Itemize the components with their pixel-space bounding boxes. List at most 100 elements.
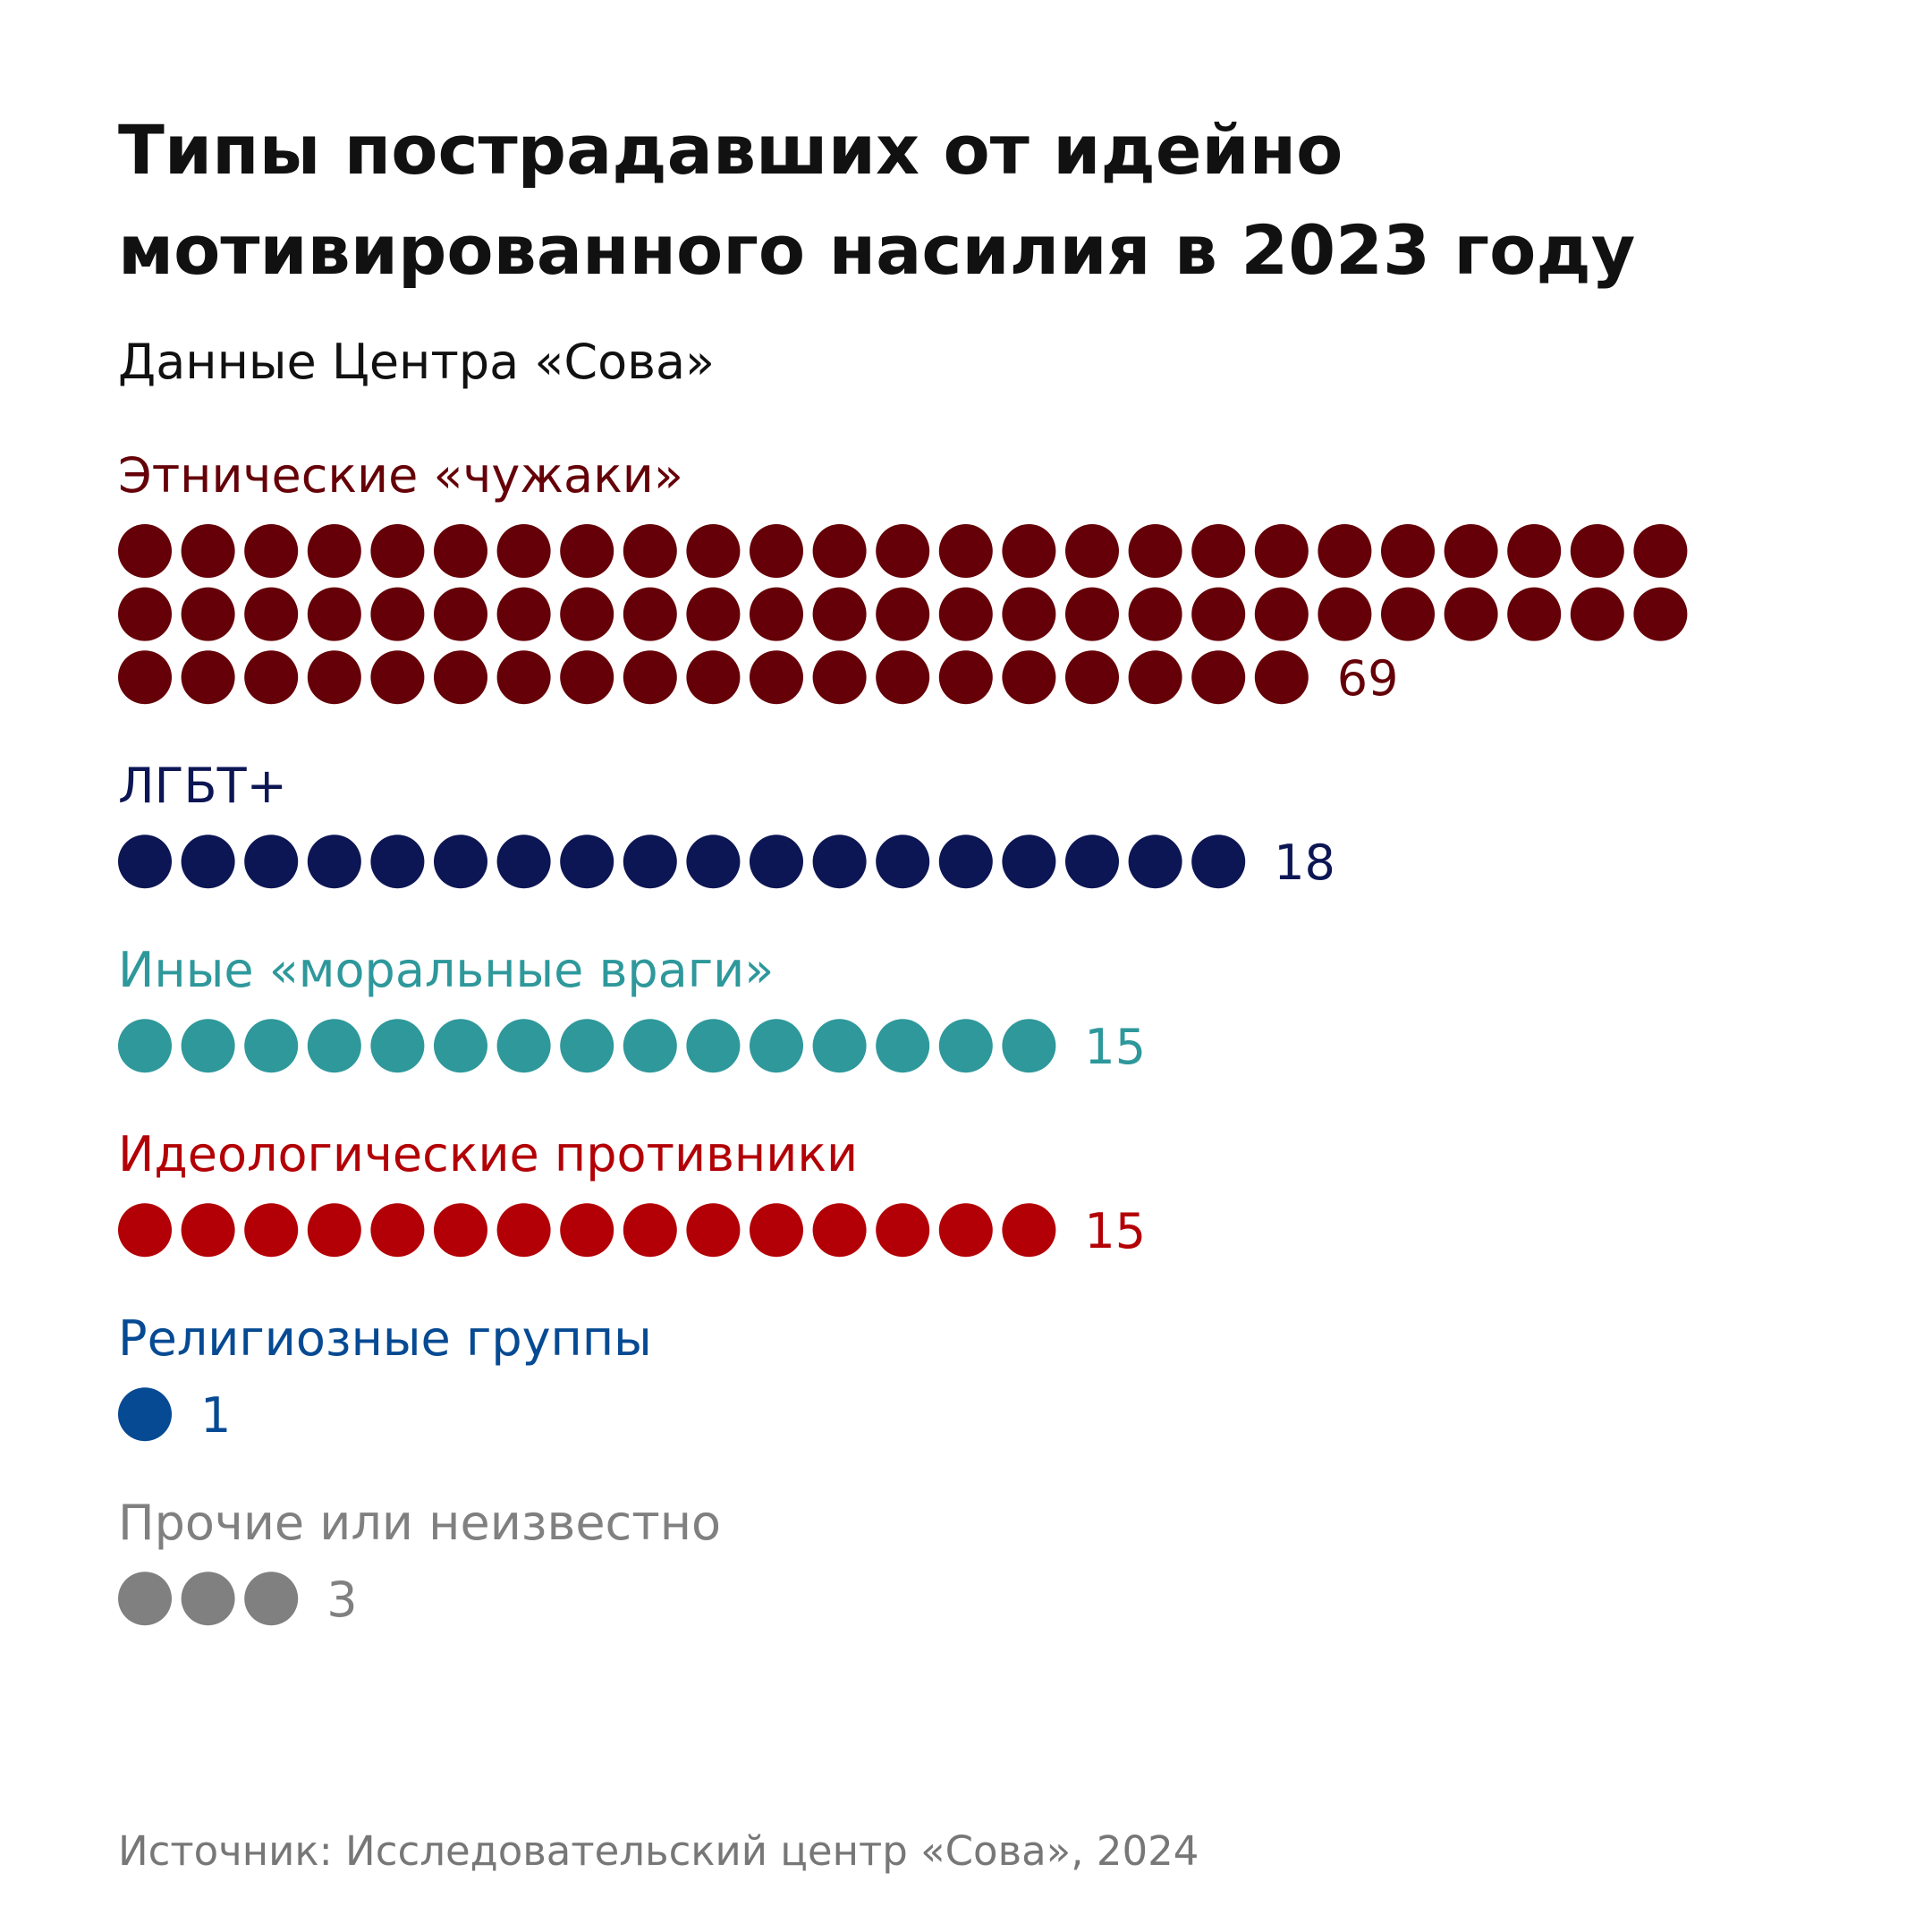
dot-mark: [686, 524, 741, 578]
value-label: 3: [326, 1572, 357, 1628]
dot-mark: [876, 587, 930, 641]
category-group: Иные «моральные враги» 15: [118, 942, 1146, 1075]
dot-mark: [181, 1572, 235, 1626]
dot-mark: [812, 835, 867, 889]
dot-mark: [370, 650, 425, 705]
dot-mark: [560, 650, 614, 705]
dot-mark: [1065, 524, 1119, 578]
dot-mark: [434, 1203, 487, 1258]
dot-mark: [434, 1019, 487, 1073]
dot-mark: [496, 524, 551, 578]
dot-mark: [1381, 524, 1435, 578]
dot-mark: [1128, 650, 1182, 705]
dot-mark: [1002, 650, 1056, 705]
dot-matrix-chart: Этнические «чужаки» 69 ЛГБТ+ 18 Иные «мораль…: [118, 447, 1688, 1628]
dot-mark: [750, 524, 803, 578]
dot-mark: [434, 650, 487, 705]
value-label: 69: [1337, 650, 1399, 707]
dot-mark: [434, 835, 487, 889]
dot-mark: [244, 1019, 299, 1073]
dot-mark: [1507, 524, 1562, 578]
category-label: Иные «моральные враги»: [118, 942, 774, 998]
dot-mark: [623, 1203, 677, 1258]
category-group: Религиозные группы 1: [118, 1310, 652, 1444]
chart-title: Типы пострадавших от идейно мотивированн…: [118, 110, 1636, 290]
category-label: Религиозные группы: [118, 1310, 652, 1367]
dot-mark: [496, 650, 551, 705]
dot-mark: [812, 524, 867, 578]
dot-mark: [370, 835, 425, 889]
value-label: 15: [1084, 1203, 1146, 1259]
category-group: Этнические «чужаки» 69: [118, 447, 1688, 707]
dot-mark: [938, 1203, 993, 1258]
dot-mark: [938, 835, 993, 889]
dot-mark: [181, 650, 235, 705]
dot-mark: [812, 1019, 867, 1073]
dot-mark: [750, 1019, 803, 1073]
dot-mark: [118, 1387, 172, 1442]
value-label: 15: [1084, 1019, 1146, 1075]
dot-mark: [1318, 524, 1372, 578]
dot-mark: [1633, 587, 1688, 641]
dot-mark: [496, 1019, 551, 1073]
category-label: Прочие или неизвестно: [118, 1495, 721, 1551]
dot-mark: [623, 1019, 677, 1073]
dot-mark: [118, 650, 172, 705]
dot-mark: [623, 835, 677, 889]
dot-mark: [1318, 587, 1372, 641]
dot-mark: [876, 1019, 930, 1073]
dot-mark: [1002, 1203, 1056, 1258]
dot-mark: [560, 1203, 614, 1258]
dot-mark: [1002, 1019, 1056, 1073]
dot-mark: [118, 1203, 172, 1258]
dot-mark: [370, 1203, 425, 1258]
dot-mark: [876, 650, 930, 705]
dot-mark: [244, 1203, 299, 1258]
dot-mark: [244, 650, 299, 705]
dot-mark: [1191, 587, 1246, 641]
category-label: Этнические «чужаки»: [118, 447, 683, 504]
dot-mark: [876, 1203, 930, 1258]
dot-mark: [686, 650, 741, 705]
dot-mark: [307, 835, 361, 889]
dot-mark: [370, 524, 425, 578]
dot-mark: [560, 524, 614, 578]
dot-mark: [938, 1019, 993, 1073]
dot-mark: [686, 1203, 741, 1258]
dot-mark: [307, 1203, 361, 1258]
dot-mark: [686, 1019, 741, 1073]
dot-mark: [118, 524, 172, 578]
dot-mark: [118, 1019, 172, 1073]
dot-mark: [686, 835, 741, 889]
dot-mark: [623, 524, 677, 578]
dot-mark: [1002, 587, 1056, 641]
category-group: Идеологические противники 15: [118, 1126, 1146, 1259]
dot-mark: [1065, 587, 1119, 641]
dot-mark: [244, 1572, 299, 1626]
dot-mark: [1191, 650, 1246, 705]
dot-mark: [181, 1019, 235, 1073]
category-label: Идеологические противники: [118, 1126, 858, 1182]
dot-mark: [244, 524, 299, 578]
dot-mark: [1570, 524, 1624, 578]
dot-mark: [244, 587, 299, 641]
dot-mark: [1507, 587, 1562, 641]
category-label: ЛГБТ+: [118, 758, 287, 814]
dot-mark: [1381, 587, 1435, 641]
dot-mark: [1254, 587, 1309, 641]
dot-mark: [434, 587, 487, 641]
dot-mark: [1002, 835, 1056, 889]
source-note: Источник: Исследовательский центр «Сова»…: [118, 1827, 1199, 1875]
value-label: 18: [1274, 835, 1335, 891]
dot-mark: [496, 835, 551, 889]
dot-mark: [434, 524, 487, 578]
dot-mark: [181, 587, 235, 641]
dot-mark: [307, 524, 361, 578]
dot-mark: [750, 1203, 803, 1258]
dot-mark: [1444, 524, 1498, 578]
dot-mark: [118, 835, 172, 889]
dot-mark: [370, 587, 425, 641]
dot-mark: [1002, 524, 1056, 578]
dot-mark: [560, 835, 614, 889]
dot-mark: [1128, 524, 1182, 578]
